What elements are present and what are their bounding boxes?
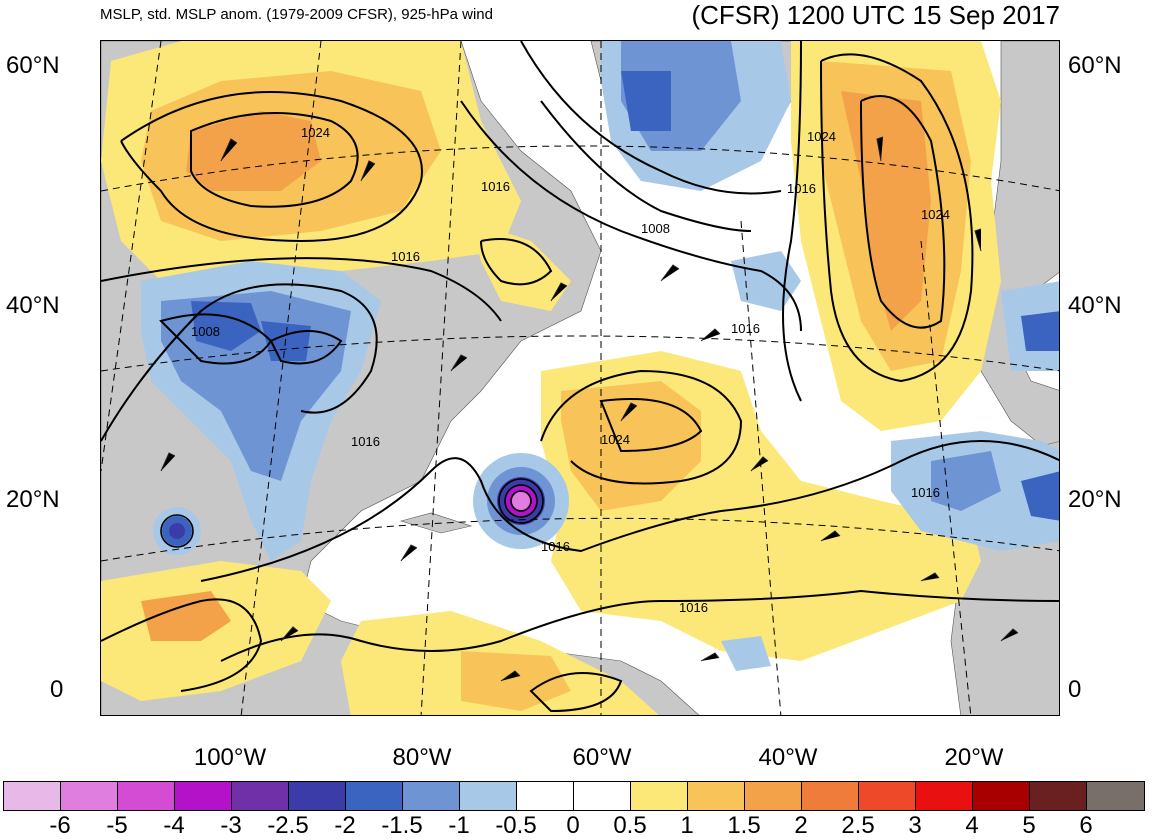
lat-label-60n-right: 60°N bbox=[1068, 52, 1122, 79]
graticule bbox=[101, 41, 1059, 715]
lon-label-100w: 100°W bbox=[193, 744, 267, 771]
colorbar-box bbox=[460, 782, 517, 810]
colorbar-label: -1.5 bbox=[381, 812, 423, 839]
colorbar-label: 3 bbox=[908, 812, 922, 839]
lat-label-20n-left: 20°N bbox=[6, 486, 60, 513]
colorbar-box bbox=[346, 782, 403, 810]
colorbar-box bbox=[517, 782, 574, 810]
isobar-label: 1024 bbox=[301, 125, 330, 140]
lat-label-eq-right: 0 bbox=[1068, 676, 1082, 703]
colorbar-label: 6 bbox=[1079, 812, 1093, 839]
colorbar-box bbox=[175, 782, 232, 810]
isobar-label: 1024 bbox=[601, 432, 630, 447]
colorbar-box bbox=[232, 782, 289, 810]
isobar-label-group: 1024 1016 1008 1016 1008 1016 1024 1016 … bbox=[191, 125, 950, 615]
isobar-label: 1016 bbox=[541, 539, 570, 554]
colorbar-box bbox=[688, 782, 745, 810]
colorbar-box bbox=[61, 782, 118, 810]
isobar-label: 1016 bbox=[391, 249, 420, 264]
colorbar-box bbox=[1030, 782, 1087, 810]
colorbar-label: 1.5 bbox=[727, 812, 761, 839]
map-title-right: (CFSR) 1200 UTC 15 Sep 2017 bbox=[691, 0, 1060, 30]
isobar-label: 1016 bbox=[351, 434, 380, 449]
lat-label-eq-left: 0 bbox=[50, 676, 64, 703]
colorbar bbox=[3, 781, 1145, 811]
colorbar-box bbox=[118, 782, 175, 810]
colorbar-label: -1 bbox=[448, 812, 470, 839]
isobar-label: 1024 bbox=[921, 207, 950, 222]
colorbar-box bbox=[745, 782, 802, 810]
colorbar-label: -3 bbox=[220, 812, 242, 839]
isobar-label: 1024 bbox=[807, 129, 836, 144]
colorbar-box bbox=[916, 782, 973, 810]
colorbar-box bbox=[1087, 782, 1144, 810]
colorbar-label: -2 bbox=[334, 812, 356, 839]
colorbar-label: -6 bbox=[49, 812, 71, 839]
colorbar-label: -2.5 bbox=[267, 812, 309, 839]
colorbar-box bbox=[802, 782, 859, 810]
colorbar-box bbox=[403, 782, 460, 810]
colorbar-label: 1 bbox=[680, 812, 694, 839]
isobars bbox=[101, 41, 1059, 713]
colorbar-label: 5 bbox=[1022, 812, 1036, 839]
isobar-label: 1016 bbox=[481, 179, 510, 194]
map-canvas: 1024 1016 1008 1016 1008 1016 1024 1016 … bbox=[101, 41, 1059, 715]
colorbar-label: -4 bbox=[163, 812, 185, 839]
anomaly-pos-labrador bbox=[471, 221, 571, 311]
colorbar-box bbox=[973, 782, 1030, 810]
lat-label-40n-right: 40°N bbox=[1068, 292, 1122, 319]
colorbar-box bbox=[859, 782, 916, 810]
anomaly-neg-europe-core bbox=[1021, 311, 1059, 351]
map-title-left: MSLP, std. MSLP anom. (1979-2009 CFSR), … bbox=[100, 6, 493, 23]
colorbar-box bbox=[631, 782, 688, 810]
colorbar-label: -5 bbox=[106, 812, 128, 839]
colorbar-box bbox=[4, 782, 61, 810]
lon-label-60w: 60°W bbox=[572, 744, 632, 771]
map-panel: 1024 1016 1008 1016 1008 1016 1024 1016 … bbox=[100, 40, 1060, 716]
anomaly-neg-trop-east bbox=[721, 636, 771, 671]
anomaly-neg-africa-core bbox=[1021, 471, 1059, 521]
isobar-label: 1016 bbox=[731, 321, 760, 336]
anomaly-pos-trop-south-core bbox=[141, 591, 231, 641]
colorbar-box bbox=[574, 782, 631, 810]
anomaly-neg-mid-atlantic bbox=[731, 251, 801, 311]
anomaly-neg-east-atlantic-core bbox=[931, 451, 1001, 511]
anomaly-pos-subtropical-mid bbox=[561, 381, 701, 511]
lat-label-40n-left: 40°N bbox=[6, 292, 60, 319]
isobar-label: 1008 bbox=[641, 221, 670, 236]
colorbar-label: 0 bbox=[566, 812, 580, 839]
colorbar-label: 0.5 bbox=[613, 812, 647, 839]
anomaly-pos-north-atlantic-core bbox=[841, 91, 931, 331]
lon-label-40w: 40°W bbox=[758, 744, 818, 771]
isobar-label: 1008 bbox=[191, 324, 220, 339]
isobar-label: 1016 bbox=[911, 485, 940, 500]
colorbar-label: -0.5 bbox=[495, 812, 537, 839]
isobar-label: 1016 bbox=[787, 181, 816, 196]
colorbar-label: 2.5 bbox=[841, 812, 875, 839]
hurricane-low bbox=[473, 453, 569, 549]
isobar-label: 1016 bbox=[679, 600, 708, 615]
anomaly-neg-greenland-inner bbox=[621, 71, 671, 131]
anomaly-pos-caribbean-core bbox=[461, 651, 571, 711]
lat-label-60n-left: 60°N bbox=[6, 52, 60, 79]
wind-barbs bbox=[160, 136, 1019, 682]
pacific-low bbox=[153, 507, 201, 555]
lon-label-80w: 80°W bbox=[392, 744, 452, 771]
lon-label-20w: 20°W bbox=[944, 744, 1004, 771]
lat-label-20n-right: 20°N bbox=[1068, 486, 1122, 513]
colorbar-label: 2 bbox=[794, 812, 808, 839]
colorbar-label: 4 bbox=[965, 812, 979, 839]
colorbar-box bbox=[289, 782, 346, 810]
